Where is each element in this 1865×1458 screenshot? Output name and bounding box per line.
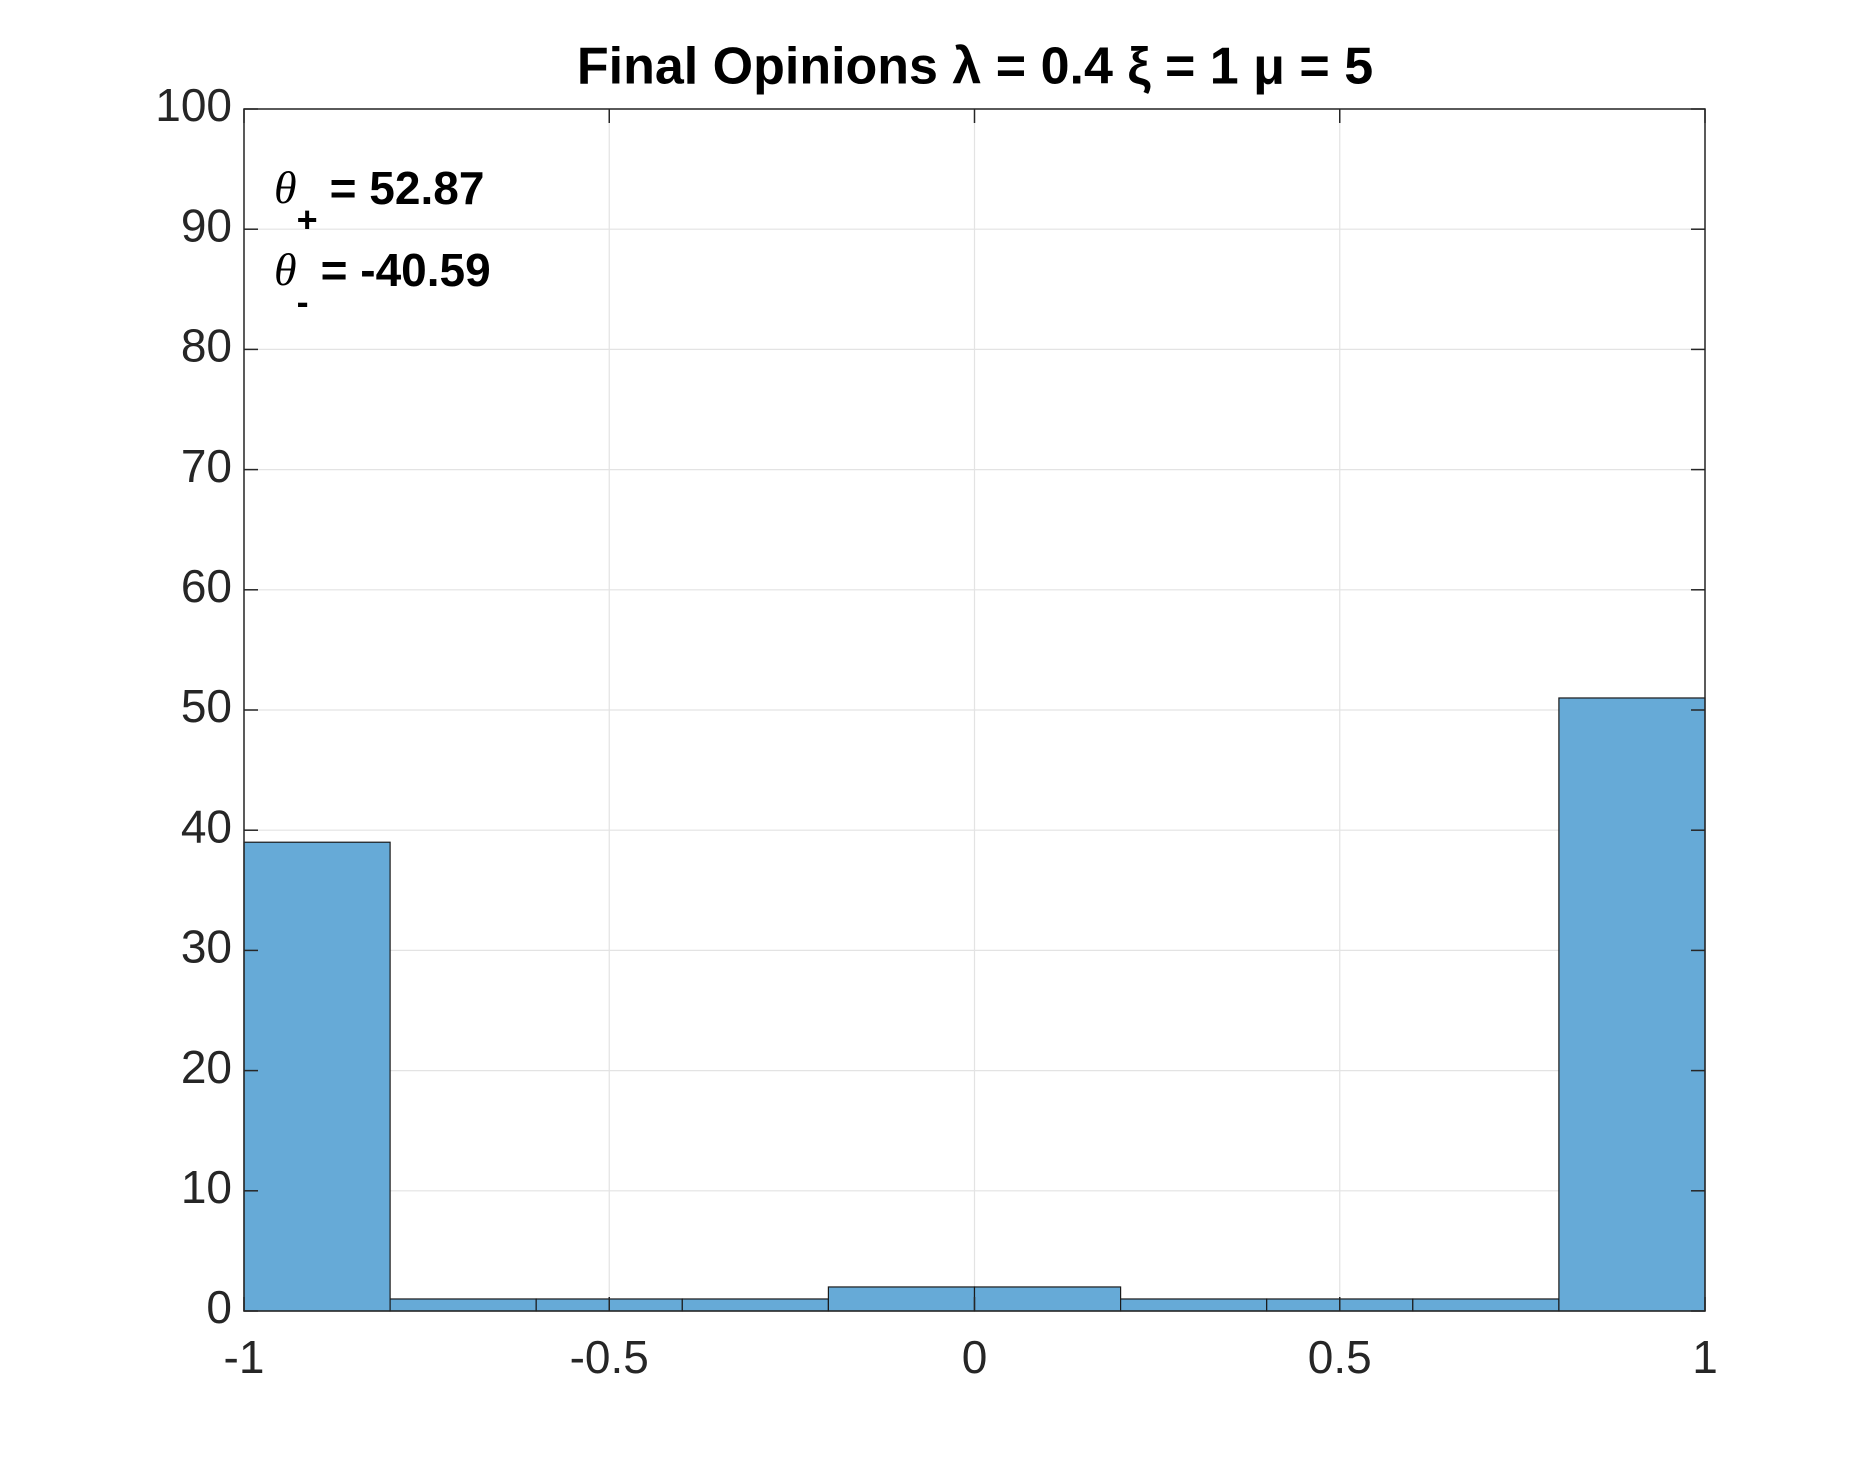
- x-tick-label: 0: [962, 1331, 988, 1383]
- bar: [1119, 1298, 1268, 1312]
- y-tick-label: 20: [181, 1041, 232, 1093]
- x-tick-label: 1: [1692, 1331, 1718, 1383]
- y-tick-label: 50: [181, 680, 232, 732]
- y-tick-label: 60: [181, 560, 232, 612]
- y-tick-label: 70: [181, 440, 232, 492]
- annotation-symbol: θ: [274, 244, 297, 295]
- annotation-symbol: θ: [274, 162, 297, 213]
- y-tick-label: 10: [181, 1161, 232, 1213]
- annotation-text: = 52.87: [330, 162, 485, 214]
- bar: [681, 1298, 829, 1312]
- x-tick-label: 0.5: [1308, 1331, 1372, 1383]
- y-tick-label: 80: [181, 320, 232, 372]
- annotation: θ+ = 52.87: [274, 162, 484, 240]
- bar: [973, 1286, 1122, 1312]
- y-tick-label: 100: [155, 79, 232, 131]
- y-tick-label: 40: [181, 800, 232, 852]
- y-tick-label: 90: [181, 199, 232, 251]
- chart-title: Final Opinions λ = 0.4 ξ = 1 μ = 5: [577, 38, 1373, 96]
- x-tick-label: -0.5: [570, 1331, 649, 1383]
- y-tick-label: 30: [181, 921, 232, 973]
- annotation-text: = -40.59: [321, 244, 491, 296]
- bar: [827, 1286, 976, 1312]
- bar: [1412, 1298, 1560, 1312]
- bar: [389, 1298, 537, 1312]
- y-tick-label: 0: [206, 1281, 232, 1333]
- annotation-subscript: +: [297, 199, 318, 240]
- x-tick-label: -1: [224, 1331, 265, 1383]
- annotation-subscript: -: [297, 281, 309, 322]
- bar: [1558, 697, 1706, 1312]
- annotation: θ-= -40.59: [274, 244, 491, 322]
- bar: [243, 841, 391, 1312]
